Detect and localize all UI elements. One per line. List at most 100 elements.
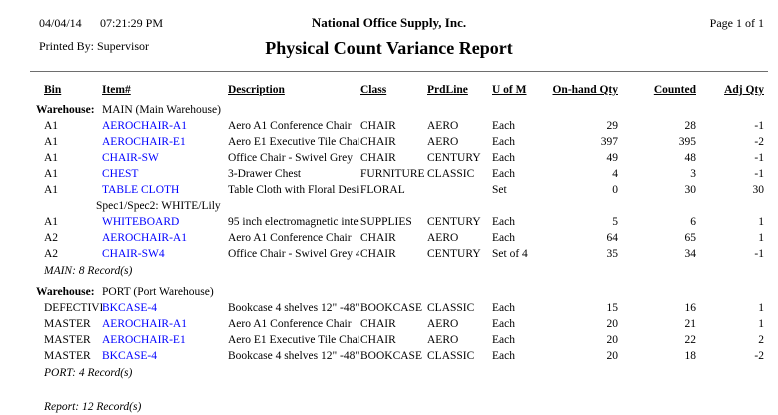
description-cell: Aero E1 Executive Tile Chair bbox=[228, 136, 359, 148]
adj-qty-cell: -1 bbox=[754, 152, 764, 164]
warehouse-label: Warehouse: bbox=[36, 286, 95, 298]
prdline-cell: AERO bbox=[427, 136, 459, 148]
adj-qty-cell: 1 bbox=[758, 216, 764, 228]
col-header-class: Class bbox=[360, 84, 387, 96]
description-cell: Table Cloth with Floral Design bbox=[228, 184, 359, 196]
class-cell: CHAIR bbox=[360, 318, 396, 330]
company-name: National Office Supply, Inc. bbox=[311, 15, 467, 30]
counted-cell: 18 bbox=[684, 350, 697, 362]
adj-qty-cell: 1 bbox=[758, 318, 764, 330]
class-cell: CHAIR bbox=[360, 152, 396, 164]
item-link[interactable]: CHAIR-SW4 bbox=[102, 248, 165, 260]
bin-cell: A1 bbox=[44, 136, 59, 148]
item-link[interactable]: BKCASE-4 bbox=[102, 350, 157, 362]
adj-qty-cell: -1 bbox=[754, 168, 764, 180]
counted-cell: 34 bbox=[684, 248, 697, 260]
col-header-uofm: U of M bbox=[492, 84, 527, 96]
prdline-cell: CLASSIC bbox=[427, 168, 475, 180]
item-link[interactable]: AEROCHAIR-E1 bbox=[102, 136, 186, 148]
item-link[interactable]: CHEST bbox=[102, 168, 139, 180]
prdline-cell: CENTURY bbox=[427, 152, 481, 164]
bin-cell: MASTER bbox=[44, 318, 91, 330]
item-link[interactable]: AEROCHAIR-A1 bbox=[102, 120, 187, 132]
table-body: Warehouse: MAIN (Main Warehouse) A1 AEROCHA… bbox=[30, 100, 764, 415]
header-divider bbox=[30, 71, 768, 72]
bin-cell: MASTER bbox=[44, 334, 91, 346]
item-link[interactable]: CHAIR-SW bbox=[102, 152, 159, 164]
class-cell: CHAIR bbox=[360, 136, 396, 148]
onhand-qty-cell: 64 bbox=[606, 232, 619, 244]
item-link[interactable]: AEROCHAIR-A1 bbox=[102, 318, 187, 330]
description-cell: 3-Drawer Chest bbox=[228, 168, 302, 180]
uofm-cell: Set of 4 bbox=[492, 248, 528, 260]
bin-cell: A1 bbox=[44, 216, 59, 228]
table-header: Bin Item# Description Class PrdLine U of… bbox=[30, 84, 764, 100]
counted-cell: 21 bbox=[684, 318, 697, 330]
uofm-cell: Each bbox=[492, 120, 515, 132]
item-link[interactable]: TABLE CLOTH bbox=[102, 184, 180, 196]
report-title: Physical Count Variance Report bbox=[265, 38, 513, 58]
warehouse-label: Warehouse: bbox=[36, 104, 95, 116]
prdline-cell: CLASSIC bbox=[427, 302, 475, 314]
onhand-qty-cell: 29 bbox=[606, 120, 619, 132]
table-row: A2 CHAIR-SW4 Office Chair - Swivel Grey 4 … bbox=[30, 246, 764, 262]
col-header-adj-qty: Adj Qty bbox=[724, 84, 764, 96]
page-number: Page 1 of 1 bbox=[709, 16, 764, 30]
onhand-qty-cell: 5 bbox=[612, 216, 618, 228]
onhand-qty-cell: 397 bbox=[600, 136, 618, 148]
class-cell: CHAIR bbox=[360, 248, 396, 260]
printed-by: Printed By: Supervisor bbox=[39, 39, 149, 53]
spec-row: Spec1/Spec2: WHITE/Lily bbox=[30, 198, 764, 214]
item-link[interactable]: WHITEBOARD bbox=[102, 216, 180, 228]
adj-qty-cell: -1 bbox=[754, 248, 764, 260]
bin-cell: A1 bbox=[44, 152, 59, 164]
counted-cell: 395 bbox=[678, 136, 696, 148]
report-record-count: Report: 12 Record(s) bbox=[44, 401, 142, 413]
onhand-qty-cell: 20 bbox=[606, 318, 619, 330]
class-cell: BOOKCASE bbox=[360, 302, 422, 314]
description-cell: Aero A1 Conference Chair bbox=[228, 318, 352, 330]
table-row: A2 AEROCHAIR-A1 Aero A1 Conference Chair CH… bbox=[30, 230, 764, 246]
bin-cell: DEFECTIVE bbox=[44, 302, 102, 314]
warehouse-row: Warehouse: PORT (Port Warehouse) bbox=[30, 284, 764, 300]
spec-text: Spec1/Spec2: WHITE/Lily bbox=[96, 200, 221, 212]
counted-cell: 22 bbox=[684, 334, 697, 346]
class-cell: SUPPLIES bbox=[360, 216, 412, 228]
adj-qty-cell: -2 bbox=[754, 136, 764, 148]
warehouse-name: MAIN (Main Warehouse) bbox=[102, 104, 221, 116]
description-cell: Office Chair - Swivel Grey 4 P bbox=[228, 248, 359, 260]
counted-cell: 28 bbox=[684, 120, 697, 132]
item-link[interactable]: AEROCHAIR-E1 bbox=[102, 334, 186, 346]
table-row: A1 CHEST 3-Drawer Chest FURNITURE CLASSIC Eac… bbox=[30, 166, 764, 182]
class-cell: CHAIR bbox=[360, 334, 396, 346]
prdline-cell: AERO bbox=[427, 232, 459, 244]
adj-qty-cell: 30 bbox=[752, 184, 765, 196]
adj-qty-cell: -2 bbox=[754, 350, 764, 362]
prdline-cell: CLASSIC bbox=[427, 350, 475, 362]
warehouse-name: PORT (Port Warehouse) bbox=[102, 286, 214, 298]
col-header-bin: Bin bbox=[44, 84, 62, 96]
uofm-cell: Each bbox=[492, 152, 515, 164]
item-link[interactable]: AEROCHAIR-A1 bbox=[102, 232, 187, 244]
description-cell: Aero A1 Conference Chair bbox=[228, 232, 352, 244]
counted-cell: 6 bbox=[690, 216, 696, 228]
item-link[interactable]: BKCASE-4 bbox=[102, 302, 157, 314]
counted-cell: 48 bbox=[684, 152, 697, 164]
uofm-cell: Set bbox=[492, 184, 507, 196]
description-cell: 95 inch electromagnetic inter bbox=[228, 216, 359, 228]
onhand-qty-cell: 4 bbox=[612, 168, 618, 180]
warehouse-summary-row: PORT: 4 Record(s) bbox=[30, 365, 764, 381]
uofm-cell: Each bbox=[492, 216, 515, 228]
onhand-qty-cell: 35 bbox=[606, 248, 619, 260]
adj-qty-cell: 1 bbox=[758, 232, 764, 244]
table-row: MASTER BKCASE-4 Bookcase 4 shelves 12" -48… bbox=[30, 348, 764, 364]
report-time: 07:21:29 PM bbox=[100, 16, 164, 30]
uofm-cell: Each bbox=[492, 136, 515, 148]
bin-cell: A2 bbox=[44, 232, 59, 244]
table-row: A1 TABLE CLOTH Table Cloth with Floral Des… bbox=[30, 182, 764, 198]
class-cell: BOOKCASE bbox=[360, 350, 422, 362]
report-date: 04/04/14 bbox=[39, 16, 82, 30]
class-cell: FLORAL bbox=[360, 184, 405, 196]
bin-cell: A1 bbox=[44, 184, 59, 196]
